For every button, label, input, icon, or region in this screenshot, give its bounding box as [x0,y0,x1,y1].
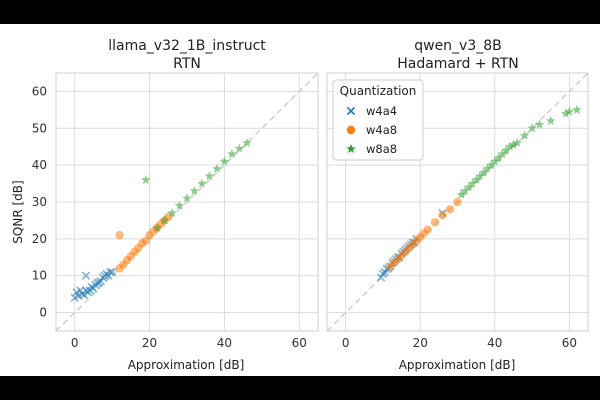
plot-frame [55,72,319,332]
data-point-w8a8 [463,182,474,192]
legend-label-w8a8: w8a8 [366,142,397,156]
data-point-w8a8 [234,143,245,153]
data-point-w8a8 [456,189,466,199]
data-point-w4a8 [453,197,462,207]
legend-label-w4a4: w4a4 [366,104,397,118]
reference-line [55,72,319,332]
series-w8a8 [141,138,252,232]
legend-w4a8-icon [346,125,356,135]
data-point-w8a8 [560,108,571,118]
x-tick-label: 60 [292,336,307,350]
data-point-w8a8 [545,115,556,125]
data-point-w4a8 [115,230,124,240]
data-point-w8a8 [212,163,222,173]
x-axis-label-right: Approximation [dB] [399,358,516,372]
data-point-w8a8 [475,171,485,181]
chart-title-right: qwen_v3_8B [414,38,502,54]
scatter-panel-right: 0 20 40 60 [326,72,589,350]
data-point-w8a8 [497,149,507,159]
x-tick-label: 40 [487,336,502,350]
data-point-w8a8 [219,156,230,166]
data-point-w4a4 [81,271,91,280]
legend-label-w4a8: w4a8 [366,123,397,137]
x-tick-label: 60 [562,336,577,350]
x-tick-label: 40 [217,336,232,350]
data-point-w8a8 [182,193,192,203]
series-w4a4 [70,267,117,302]
data-point-w4a8 [438,210,447,220]
y-tick-label: 0 [39,306,47,320]
legend-w8a8-icon [346,144,356,154]
y-tick-label: 40 [32,158,47,172]
data-point-w8a8 [564,106,575,116]
legend-marker-w8a8 [346,144,356,154]
legend-marker-w4a8 [346,125,356,135]
data-point-w8a8 [486,160,496,170]
plot-frame [326,72,589,332]
data-point-w8a8 [572,104,582,114]
data-point-w8a8 [174,200,185,210]
y-axis-label: SQNR [dB] [11,180,25,243]
data-point-w8a8 [504,141,515,151]
data-point-w8a8 [467,178,478,188]
data-point-w8a8 [242,138,252,148]
y-tick-label: 60 [32,84,47,98]
series-w4a8 [386,197,462,271]
data-point-w8a8 [471,174,481,184]
figure: llama_v32_1B_instruct RTN qwen_v3_8B Had… [0,24,600,376]
data-point-w8a8 [159,215,170,225]
data-point-w8a8 [512,138,522,148]
data-point-w8a8 [167,208,177,218]
data-point-w8a8 [141,174,151,184]
chart-figure: llama_v32_1B_instruct RTN qwen_v3_8B Had… [11,38,589,372]
scatter-panel-left: 0 20 40 60 0 10 20 30 40 50 60 [32,72,319,350]
legend-title: Quantization [340,84,417,98]
data-point-w8a8 [152,222,162,232]
data-point-w4a8 [445,205,455,214]
data-point-w8a8 [534,119,545,129]
legend-box [332,79,424,161]
data-point-w8a8 [519,130,530,140]
series-w8a8 [456,104,582,199]
data-point-w8a8 [460,185,470,195]
data-point-w8a8 [482,163,493,173]
data-point-w4a4 [106,267,115,277]
data-point-w4a4 [79,290,89,300]
data-point-w8a8 [197,178,207,188]
chart-title-left: llama_v32_1B_instruct [108,38,266,54]
legend-w4a4-icon [346,106,356,116]
y-tick-label: 30 [32,195,47,209]
data-point-w4a4 [107,267,117,277]
x-tick-label: 0 [342,336,350,350]
data-point-w8a8 [493,152,504,162]
data-point-w4a8 [423,225,432,234]
data-point-w8a8 [490,156,500,166]
chart-subtitle-left: RTN [173,56,201,72]
x-axis-label-left: Approximation [dB] [128,358,245,372]
x-tick-label: 0 [71,336,79,350]
legend: Quantization w4a4 w4a8 w8a8 [332,79,424,161]
data-point-w8a8 [189,185,200,195]
data-point-w4a8 [430,218,440,227]
chart-subtitle-right: Hadamard + RTN [397,56,519,72]
legend-marker-w4a4 [346,106,356,116]
x-tick-label: 20 [413,336,428,350]
data-point-w8a8 [501,145,511,155]
data-point-w8a8 [478,167,489,177]
y-tick-label: 50 [32,121,47,135]
data-point-w8a8 [227,149,237,159]
x-tick-label: 20 [142,336,157,350]
data-point-w8a8 [508,139,519,149]
data-point-w8a8 [527,123,537,133]
y-tick-label: 10 [32,269,47,283]
y-tick-label: 20 [32,232,47,246]
data-point-w8a8 [204,171,215,181]
